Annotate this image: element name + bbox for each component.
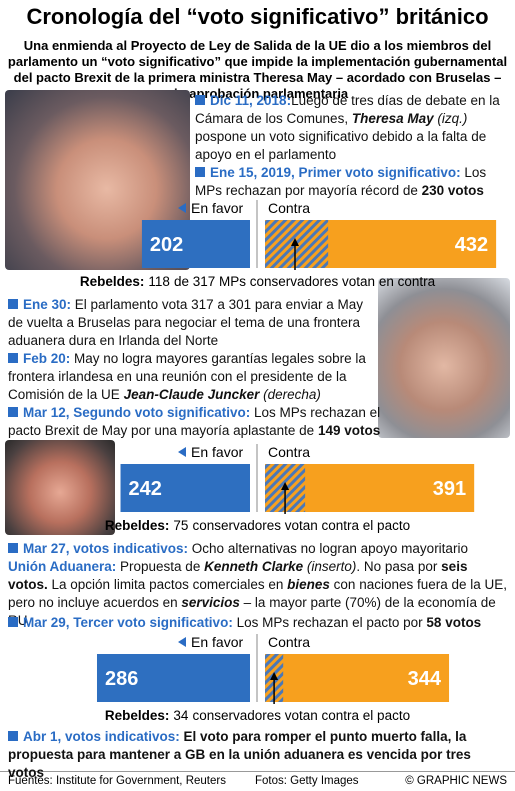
entry-date: Ene 15, 2019, Primer voto significativo:: [210, 165, 461, 180]
contra-bar: [265, 654, 450, 702]
bullet: [195, 95, 205, 105]
entry-text: bienes: [287, 577, 330, 592]
entry-date: Mar 29, Tercer voto significativo:: [23, 615, 233, 630]
photo-clarke: [5, 440, 115, 535]
entry-text: Jean-Claude Juncker: [123, 387, 260, 402]
rebels-label: Rebeldes:: [104, 708, 170, 723]
entry-date: Feb 20:: [23, 351, 71, 366]
entry-text: servicios: [181, 595, 240, 610]
contra-value: 432: [455, 234, 488, 256]
entry-text: seis votos.: [8, 559, 468, 592]
timeline-entry: Dic 11, 2018:Luego de tres días de debat…: [195, 92, 513, 164]
footer: Fuentes: Institute for Government, Reute…: [0, 771, 515, 791]
entry-text: 230 votos: [421, 183, 484, 198]
timeline-entry: Unión Aduanera: Propuesta de Kenneth Cla…: [8, 558, 508, 630]
vote-chart: En favor Contra 286 344: [96, 634, 450, 704]
vote-chart: En favor Contra 242 391: [120, 444, 475, 514]
entry-text: El voto para romper el punto muerto fall…: [8, 729, 471, 780]
contra-value: 391: [433, 478, 466, 500]
bullet: [8, 353, 18, 363]
timeline-entry: Feb 20: May no logra mayores garantías l…: [8, 350, 380, 404]
rebels-count: 118: [148, 274, 170, 289]
entry-text: Ocho alternativas no logran apoyo mayori…: [188, 541, 468, 556]
entry-date: Abr 1, votos indicativos:: [23, 729, 180, 744]
favor-label: En favor: [191, 200, 243, 216]
favor-bar: [96, 654, 251, 702]
bullet: [8, 299, 18, 309]
favor-label: En favor: [191, 634, 243, 650]
entry-date: Mar 12, Segundo voto significativo:: [23, 405, 251, 420]
bullet: [195, 167, 205, 177]
entry-text: 58 votos: [426, 615, 482, 630]
entry-date: Dic 11, 2018:: [210, 93, 292, 108]
credit: © GRAPHIC NEWS: [405, 775, 507, 787]
timeline-entry: Ene 30: El parlamento vota 317 a 301 par…: [8, 296, 378, 350]
photo-juncker: [378, 278, 510, 438]
arrow-left: [178, 637, 186, 647]
timeline-entry: Abr 1, votos indicativos: El voto para r…: [8, 728, 508, 782]
rebels-text: conservadores votan contra el pacto: [192, 518, 411, 533]
arrow-left: [178, 203, 186, 213]
bullet: [8, 543, 18, 553]
rebels-arrowhead: [281, 482, 290, 490]
entry-text: Los MPs rechazan por mayoría récord de: [195, 165, 487, 198]
rebels-text: conservadores votan contra el pacto: [192, 708, 411, 723]
sources: Fuentes: Institute for Government, Reute…: [8, 775, 226, 787]
rebels-count: 75: [173, 518, 189, 533]
entry-text: May no logra mayores garantías legales s…: [8, 351, 366, 402]
contra-label: Contra: [268, 634, 310, 650]
rebels-note: Rebeldes: 75 conservadores votan contra el…: [0, 518, 515, 533]
entry-text: (izq.): [433, 111, 468, 126]
favor-label: En favor: [191, 444, 243, 460]
contra-label: Contra: [268, 200, 310, 216]
contra-value: 344: [408, 668, 442, 690]
photo-credit: Fotos: Getty Images: [255, 775, 359, 787]
entry-text: pospone un voto significativo debido a l…: [195, 129, 487, 162]
timeline-entry: Mar 29, Tercer voto significativo: Los M…: [8, 614, 508, 632]
entry-text: (inserto): [303, 559, 357, 574]
contra-label: Contra: [268, 444, 310, 460]
timeline-entry: Mar 27, votos indicativos: Ocho alternat…: [8, 540, 508, 558]
timeline-entry: Mar 12, Segundo voto significativo: Los …: [8, 404, 408, 440]
entry-text: La opción limita pactos comerciales en: [47, 577, 288, 592]
bullet: [8, 617, 18, 627]
entry-text: Los MPs rechazan el pacto Brexit de May …: [8, 405, 381, 438]
entry-text: El parlamento vota 317 a 301 para enviar…: [8, 297, 363, 348]
entry-text: Propuesta de: [116, 559, 205, 574]
rebels-arrowhead: [270, 672, 279, 680]
entry-date: Ene 30:: [23, 297, 72, 312]
favor-value: 202: [150, 234, 183, 256]
rebels-text: de 317 MPs conservadores votan en contra: [173, 274, 436, 289]
rebels-label: Rebeldes:: [104, 518, 170, 533]
entry-text: (derecha): [259, 387, 321, 402]
rebels-count: 34: [173, 708, 189, 723]
subtitle: Una enmienda al Proyecto de Ley de Salid…: [7, 38, 508, 101]
favor-value: 286: [105, 668, 138, 690]
favor-bar: [141, 220, 250, 268]
rebels-arrowhead: [291, 238, 299, 246]
vote-chart: En favor Contra 202 432: [141, 200, 497, 270]
entry-date: Mar 27, votos indicativos:: [23, 541, 189, 556]
bullet: [8, 731, 18, 741]
rebels-note: Rebeldes: 34 conservadores votan contra el…: [0, 708, 515, 723]
entry-text: Luego de tres días de debate en la Cámar…: [195, 93, 500, 126]
rebels-note: Rebeldes: 118 de 317 MPs conservadores vot…: [0, 274, 515, 289]
bullet: [8, 407, 18, 417]
entry-text: Theresa May: [351, 111, 434, 126]
entry-text: 149 votos: [317, 423, 381, 438]
title: Cronología del “voto significativo” brit…: [26, 4, 489, 29]
favor-bar: [120, 464, 250, 512]
timeline-entry: Ene 15, 2019, Primer voto significativo:…: [195, 164, 513, 200]
arrow-left: [178, 447, 186, 457]
entry-text: . No pasa por: [356, 559, 442, 574]
rebels-label: Rebeldes:: [79, 274, 145, 289]
entry-text: con naciones fuera de la UE, pero no inc…: [8, 577, 508, 610]
entry-date: Unión Aduanera:: [8, 559, 117, 574]
favor-value: 242: [129, 478, 162, 500]
entry-text: Kenneth Clarke: [204, 559, 304, 574]
entry-text: Los MPs rechazan el pacto por: [232, 615, 427, 630]
